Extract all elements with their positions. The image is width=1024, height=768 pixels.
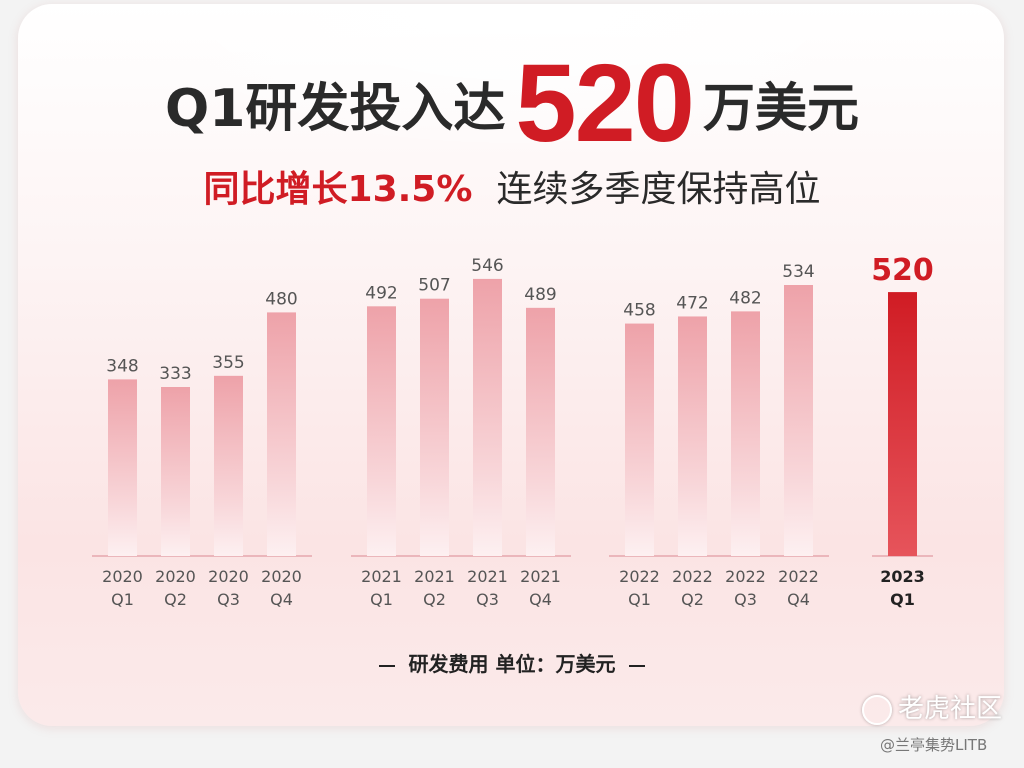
caption-text: 研发费用 单位：万美元	[408, 652, 616, 676]
x-label-year-4: 2021	[361, 567, 402, 586]
x-label-quarter-1: Q2	[164, 590, 187, 609]
bar-2022-Q2	[678, 316, 707, 556]
bar-2022-Q4	[784, 284, 813, 556]
headline-part1: Q1研发投入达	[165, 79, 506, 139]
bar-2023-Q1	[888, 292, 917, 556]
x-label-year-1: 2020	[155, 567, 196, 586]
x-label-year-3: 2020	[261, 567, 302, 586]
headline-value: 520	[515, 42, 695, 165]
value-label-2020-Q2: 333	[159, 364, 191, 384]
caption-dash-left	[378, 664, 395, 667]
note-text: 连续多季度保持高位	[496, 169, 821, 210]
value-label-2021-Q1: 492	[365, 283, 397, 303]
x-label-year-10: 2022	[725, 567, 766, 586]
subheadline: 同比增长13.5% 连续多季度保持高位	[0, 160, 1024, 216]
value-label-2021-Q2: 507	[418, 276, 450, 296]
watermark-brand: 老虎社区	[862, 688, 1002, 725]
x-label-quarter-0: Q1	[111, 590, 134, 609]
x-label-quarter-12: Q1	[890, 590, 915, 609]
x-label-year-11: 2022	[778, 567, 819, 586]
bar-2022-Q1	[625, 323, 654, 556]
caption-dash-right	[629, 664, 646, 667]
x-label-quarter-9: Q2	[681, 590, 704, 609]
value-label-2022-Q4: 534	[782, 262, 814, 282]
x-label-quarter-6: Q3	[476, 590, 499, 609]
x-label-year-12: 2023	[880, 567, 925, 586]
x-label-year-9: 2022	[672, 567, 713, 586]
value-label-2021-Q3: 546	[471, 256, 503, 276]
watermark-handle: @兰亭集势LITB	[880, 736, 988, 754]
x-label-quarter-8: Q1	[628, 590, 651, 609]
value-label-2020-Q4: 480	[265, 289, 297, 309]
x-label-year-6: 2021	[467, 567, 508, 586]
bar-2022-Q3	[731, 311, 760, 556]
x-label-year-8: 2022	[619, 567, 660, 586]
tiger-logo-icon	[862, 694, 892, 725]
watermark-brand-text: 老虎社区	[898, 694, 1003, 724]
bar-2020-Q2	[161, 387, 190, 556]
growth-text: 同比增长13.5%	[203, 169, 473, 210]
value-label-2022-Q3: 482	[729, 288, 761, 308]
x-label-quarter-2: Q3	[217, 590, 240, 609]
bar-2021-Q1	[367, 306, 396, 556]
x-label-year-0: 2020	[102, 567, 143, 586]
bar-2021-Q4	[526, 307, 555, 556]
value-label-2023-Q1: 520	[871, 253, 934, 288]
x-label-quarter-4: Q1	[370, 590, 393, 609]
value-label-2020-Q3: 355	[212, 353, 244, 373]
value-label-2022-Q2: 472	[676, 293, 708, 313]
x-label-year-5: 2021	[414, 567, 455, 586]
bar-2021-Q2	[420, 298, 449, 556]
headline-part2: 万美元	[702, 79, 859, 139]
bar-2020-Q1	[108, 379, 137, 556]
x-label-quarter-11: Q4	[787, 590, 810, 609]
bar-2020-Q4	[267, 312, 296, 556]
x-label-year-2: 2020	[208, 567, 249, 586]
x-label-quarter-5: Q2	[423, 590, 446, 609]
value-label-2020-Q1: 348	[106, 356, 138, 376]
value-label-2022-Q1: 458	[623, 301, 655, 321]
chart-caption: 研发费用 单位：万美元	[0, 648, 1024, 677]
bar-2021-Q3	[473, 278, 502, 556]
card-background	[18, 4, 1004, 726]
headline: Q1研发投入达520 万美元	[0, 40, 1024, 165]
x-label-quarter-3: Q4	[270, 590, 293, 609]
x-label-quarter-7: Q4	[529, 590, 552, 609]
value-label-2021-Q4: 489	[524, 285, 556, 305]
x-label-quarter-10: Q3	[734, 590, 757, 609]
x-label-year-7: 2021	[520, 567, 561, 586]
bar-2020-Q3	[214, 375, 243, 556]
